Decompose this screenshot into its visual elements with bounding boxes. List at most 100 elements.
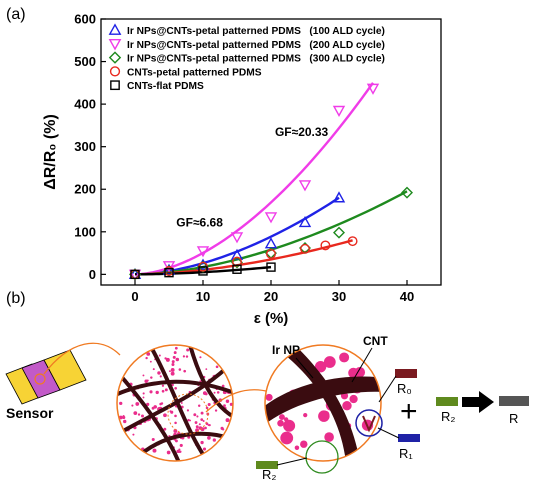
data-point-0-3	[230, 248, 244, 260]
nanoparticle	[187, 418, 190, 422]
nanoparticle	[195, 425, 199, 429]
data-point-1-3	[230, 232, 244, 244]
nanoparticle	[221, 384, 225, 388]
r2-label-left: R₂	[262, 467, 276, 482]
legend-marker-1	[108, 38, 122, 51]
nanoparticle	[133, 411, 138, 416]
nanoparticle	[174, 346, 178, 350]
nanoparticle-large	[265, 393, 273, 401]
nanoparticle-large	[324, 432, 334, 442]
nanoparticle	[183, 369, 187, 373]
r1-junction-highlight	[355, 409, 383, 437]
nanoparticle	[207, 424, 210, 426]
r2-label-right: R₂	[441, 409, 455, 424]
data-point-2-7	[401, 186, 413, 199]
nanoparticle-large	[339, 352, 350, 363]
nanoparticle	[170, 368, 175, 372]
nanoparticle	[146, 379, 149, 382]
sensor-device	[5, 349, 87, 405]
r-resistor	[499, 396, 529, 406]
nanoparticle	[199, 356, 202, 359]
nanoparticle	[186, 409, 190, 412]
data-point-4-0	[130, 269, 140, 280]
data-point-3-4	[266, 248, 276, 259]
nanoparticle	[151, 437, 155, 442]
x-tick-label-2: 20	[264, 289, 278, 304]
nanoparticle	[207, 436, 211, 440]
nanoparticle	[200, 440, 204, 445]
data-point-0-5	[298, 215, 312, 228]
nanoparticle	[137, 413, 141, 416]
nanoparticle	[176, 449, 180, 453]
zoom-circle-1	[116, 344, 234, 462]
legend-entry-4: CNTs-flat PDMS	[127, 81, 204, 92]
nanoparticle	[173, 429, 178, 433]
nanoparticle	[119, 401, 123, 406]
y-axis-label: ΔR/R₀ (%)	[42, 114, 59, 190]
legend-entry-0: Ir NPs@CNTs-petal patterned PDMS (100 AL…	[127, 26, 385, 37]
data-point-3-5	[300, 243, 310, 254]
data-point-1-5	[298, 180, 312, 192]
zoom-arrow-2	[205, 389, 271, 413]
nanoparticle-large	[277, 419, 284, 427]
nanoparticle	[178, 368, 182, 371]
x-tick-label-0: 0	[131, 289, 138, 304]
nanoparticle	[186, 348, 190, 352]
nanoparticle	[146, 402, 150, 406]
x-tick-label-4: 40	[400, 289, 414, 304]
nanoparticle	[171, 360, 175, 364]
nanoparticle	[155, 390, 159, 395]
chart-legend: Ir NPs@CNTs-petal patterned PDMS (100 AL…	[108, 23, 385, 92]
nanoparticle	[205, 368, 208, 371]
mechanism-schematic: Sensor	[5, 334, 529, 482]
strain-response-chart: 0 10 20 30 40 0 100 200 300 400 500 600 ε (%) ΔR/R…	[42, 12, 442, 327]
y-tick-label-6: 600	[74, 12, 96, 27]
nanoparticle-large	[279, 414, 285, 421]
nanoparticle	[179, 450, 182, 453]
nanoparticle	[165, 357, 170, 362]
r2-junction-highlight	[305, 440, 339, 474]
nanoparticle	[159, 402, 162, 406]
data-point-1-2	[196, 246, 210, 258]
nanoparticle	[163, 427, 167, 431]
nanoparticle	[161, 384, 165, 387]
r1-resistor	[398, 434, 420, 442]
nanoparticle-large	[294, 445, 300, 451]
data-point-0-4	[264, 237, 278, 249]
nanoparticle	[151, 406, 155, 410]
nanoparticle	[196, 415, 199, 418]
nanoparticle	[204, 426, 207, 430]
nanoparticle	[140, 414, 144, 418]
nanoparticle	[193, 413, 197, 417]
fit-line-1	[134, 82, 374, 276]
data-point-4-2	[198, 266, 208, 276]
nanoparticle	[166, 450, 171, 455]
annotation-0: GF≈20.33	[275, 125, 329, 139]
x-tick-label-3: 30	[332, 289, 346, 304]
nanoparticle	[185, 355, 189, 358]
nanoparticle-large	[280, 431, 294, 445]
data-points	[128, 83, 413, 281]
nanoparticle	[223, 404, 226, 408]
nanoparticle	[169, 410, 172, 413]
nanoparticle	[174, 386, 177, 390]
nanoparticle	[202, 391, 207, 396]
nanoparticle-large	[349, 394, 358, 404]
data-point-1-1	[162, 261, 176, 273]
nanoparticle-large	[283, 419, 296, 432]
nanoparticle	[163, 413, 167, 418]
nanoparticle	[159, 375, 162, 378]
nanoparticle	[216, 391, 220, 394]
nanoparticle	[158, 354, 161, 357]
x-tick-label-1: 10	[196, 289, 210, 304]
nanoparticle	[131, 404, 134, 407]
r0-resistor	[395, 369, 417, 378]
y-tick-label-2: 200	[74, 182, 96, 197]
nanoparticle	[214, 409, 218, 412]
data-point-3-6	[320, 240, 331, 251]
nanoparticle	[152, 448, 157, 453]
nanoparticle	[145, 356, 148, 360]
nanoparticle	[213, 391, 216, 394]
nanoparticle	[194, 421, 198, 424]
data-point-4-4	[266, 262, 276, 272]
